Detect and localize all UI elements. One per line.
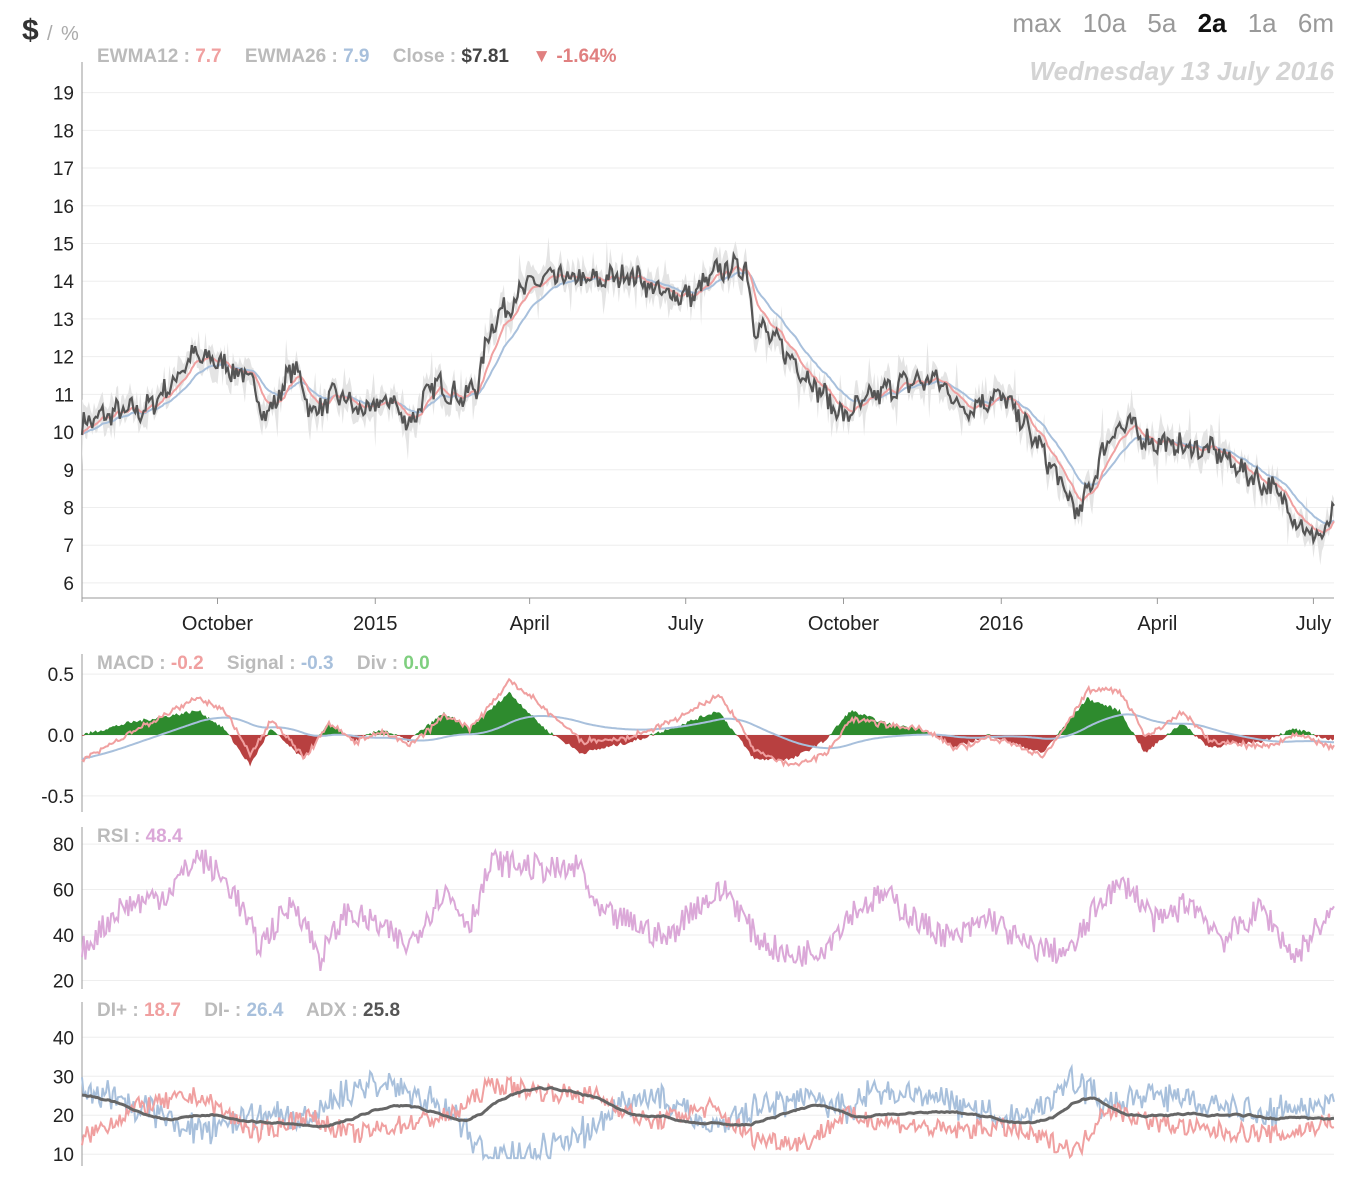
x-tick-label: 2016 [979, 613, 1024, 635]
x-tick-label: October [808, 613, 879, 635]
macd-divergence-positive-area [82, 691, 1334, 735]
macd-legend: MACD : -0.2 Signal : -0.3 Div : 0.0 [97, 653, 448, 675]
rsi-y-tick-label: 20 [53, 971, 74, 992]
div-value: 0.0 [403, 653, 430, 674]
range-selector: max 10a 5a 2a 1a 6m [998, 8, 1334, 39]
ewma26-value: 7.9 [343, 46, 370, 67]
ewma12-value: 7.7 [195, 46, 222, 67]
signal-line [81, 713, 1335, 760]
price-legend: EWMA12 : 7.7 EWMA26 : 7.9 Close : $7.81 … [97, 46, 617, 68]
price-y-tick-label: 15 [53, 234, 74, 255]
macd-y-tick-label: 0.5 [48, 665, 74, 686]
price-y-tick-label: 18 [53, 121, 74, 142]
rsi-y-tick-label: 40 [53, 926, 74, 947]
macd-panel: 0.5 0.0 -0.5 [41, 654, 1335, 812]
change-down-icon: ▼ [532, 46, 552, 67]
unit-toggle[interactable]: $ / % [22, 14, 79, 48]
price-y-tick-label: 6 [63, 574, 74, 595]
adx-value: 25.8 [363, 1000, 401, 1021]
x-tick-label: April [1137, 613, 1177, 635]
price-y-tick-label: 8 [63, 498, 74, 519]
close-value: $7.81 [461, 46, 509, 67]
diminus-value: 26.4 [246, 1000, 284, 1021]
diplus-line [81, 1075, 1335, 1160]
price-y-tick-label: 11 [54, 385, 74, 406]
rsi-value: 48.4 [145, 826, 183, 847]
price-y-tick-label: 19 [53, 84, 74, 105]
unit-percent[interactable]: % [60, 23, 79, 45]
price-y-tick-label: 7 [63, 536, 74, 557]
rsi-y-tick-label: 60 [53, 881, 74, 902]
macd-divergence-negative-area [82, 735, 1334, 767]
rsi-y-tick-label: 80 [53, 835, 74, 856]
price-y-tick-label: 14 [53, 272, 75, 293]
x-tick-label: July [668, 613, 704, 635]
dmi-y-tick-label: 10 [53, 1145, 74, 1166]
rsi-label: RSI : [97, 826, 141, 847]
macd-value: -0.2 [170, 653, 204, 674]
ewma26-line [81, 271, 1335, 525]
macd-label: MACD : [97, 653, 166, 674]
range-10a[interactable]: 10a [1082, 8, 1127, 38]
range-2a[interactable]: 2a [1197, 8, 1227, 38]
diplus-value: 18.7 [143, 1000, 181, 1021]
macd-y-tick-label: 0.0 [48, 726, 74, 747]
dmi-y-tick-label: 40 [53, 1028, 74, 1049]
rsi-legend: RSI : 48.4 [97, 826, 201, 848]
signal-value: -0.3 [300, 653, 334, 674]
current-date: Wednesday 13 July 2016 [1029, 56, 1334, 86]
x-tick-label: July [1296, 613, 1332, 635]
diminus-label: DI- : [204, 1000, 242, 1021]
x-tick-label: October [182, 613, 253, 635]
price-y-tick-label: 16 [53, 197, 74, 218]
range-5a[interactable]: 5a [1147, 8, 1177, 38]
unit-separator: / [47, 23, 53, 45]
rsi-line [81, 847, 1335, 972]
dmi-panel: 10 20 30 40 [53, 1002, 1335, 1166]
adx-line [81, 1086, 1335, 1129]
macd-y-tick-label: -0.5 [41, 787, 74, 808]
close-label: Close : [392, 46, 457, 67]
ewma12-label: EWMA12 : [97, 46, 190, 67]
x-tick-label: April [510, 613, 550, 635]
range-1a[interactable]: 1a [1247, 8, 1277, 38]
price-y-tick-label: 17 [53, 159, 74, 180]
ewma12-line [81, 265, 1335, 534]
adx-label: ADX : [306, 1000, 358, 1021]
ewma26-label: EWMA26 : [244, 46, 338, 67]
signal-label: Signal : [226, 653, 296, 674]
diplus-label: DI+ : [97, 1000, 139, 1021]
rsi-panel: 20 40 60 80 [53, 827, 1335, 992]
change-value: -1.64% [556, 46, 617, 67]
price-y-tick-label: 10 [53, 423, 74, 444]
price-panel: 6 7 8 9 10 11 12 13 14 15 16 17 18 19 October 2015 April… [53, 62, 1335, 635]
unit-dollar[interactable]: $ [22, 14, 39, 47]
macd-line [81, 677, 1335, 768]
price-y-tick-label: 13 [53, 310, 74, 331]
range-6m[interactable]: 6m [1297, 8, 1334, 38]
close-price-line [80, 250, 1335, 546]
price-y-tick-label: 12 [53, 348, 74, 369]
price-y-tick-label: 9 [63, 461, 74, 482]
x-tick-label: 2015 [353, 613, 398, 635]
range-max[interactable]: max [1012, 8, 1062, 38]
dmi-y-tick-label: 30 [53, 1067, 74, 1088]
div-label: Div : [356, 653, 399, 674]
dmi-legend: DI+ : 18.7 DI- : 26.4 ADX : 25.8 [97, 1000, 418, 1022]
dmi-y-tick-label: 20 [53, 1106, 74, 1127]
